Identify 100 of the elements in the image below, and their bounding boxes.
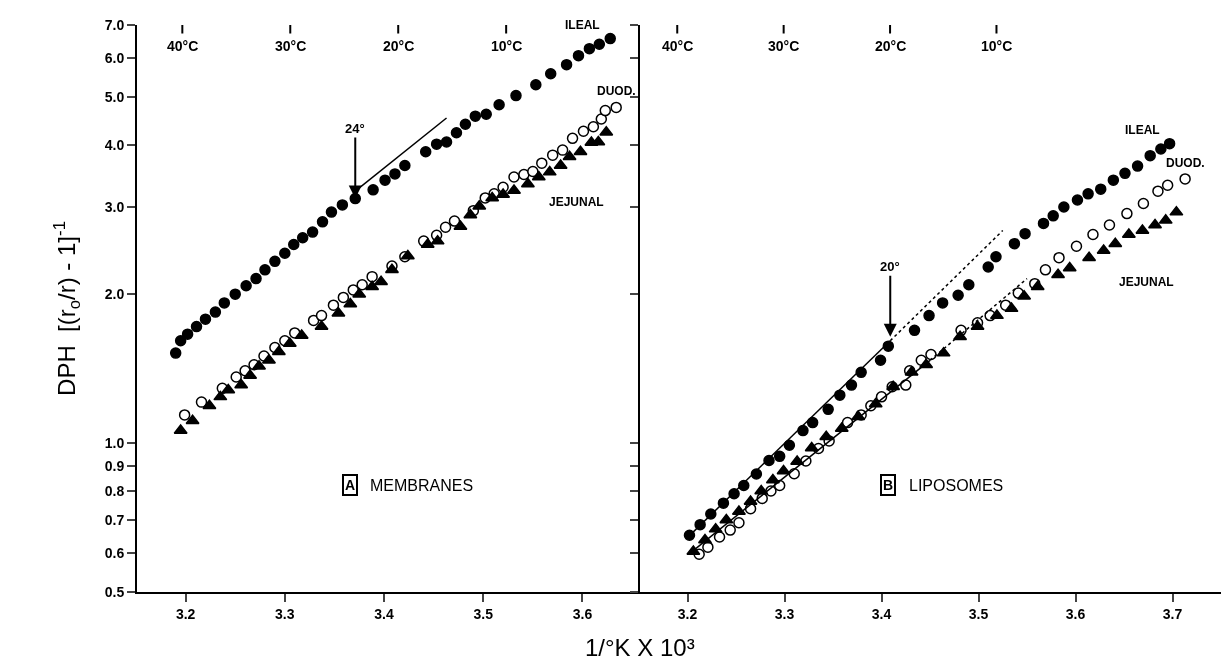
x-tick-label: 3.3 [275, 605, 295, 622]
point [453, 220, 468, 231]
point [399, 159, 411, 172]
point [315, 309, 328, 322]
point [367, 184, 379, 196]
x2-tick-label: 20°C [875, 38, 907, 54]
point [199, 313, 212, 325]
point [314, 320, 329, 331]
point [819, 430, 834, 441]
point [181, 328, 194, 340]
annotation: A [345, 477, 356, 493]
point [544, 67, 557, 80]
point [1070, 240, 1083, 252]
y-tick-label: 1.0 [104, 434, 125, 451]
x-tick-label: 3.2 [175, 605, 196, 622]
y-tick-label: 3.0 [104, 198, 125, 215]
annotation: LIPOSOMES [909, 477, 1004, 494]
point [542, 165, 557, 176]
point [963, 278, 975, 291]
y-tick-label: 0.7 [104, 511, 125, 528]
point [1103, 219, 1116, 231]
point [583, 42, 596, 55]
point [952, 289, 964, 301]
point [908, 324, 921, 337]
point [702, 541, 714, 553]
series-label: DUOD. [597, 84, 636, 98]
point [1008, 237, 1021, 250]
point [169, 347, 182, 359]
point [327, 299, 340, 311]
point [527, 165, 539, 178]
point [1071, 194, 1084, 206]
series-label: DUOD. [1166, 156, 1205, 170]
point [1121, 207, 1133, 220]
point [269, 255, 281, 268]
point [936, 297, 949, 309]
point [1163, 137, 1176, 150]
series-label: JEJUNAL [549, 195, 604, 209]
point [719, 513, 734, 524]
x2-tick-label: 30°C [768, 38, 800, 54]
point [279, 247, 291, 259]
point [1019, 227, 1031, 240]
point [459, 118, 472, 131]
point [1039, 264, 1052, 276]
point [1119, 167, 1131, 180]
point [174, 335, 187, 347]
point [209, 306, 222, 318]
point [1082, 188, 1094, 200]
annotation: MEMBRANES [370, 477, 474, 494]
y-tick-label: 0.5 [104, 583, 125, 600]
point [230, 371, 242, 383]
point [288, 238, 300, 251]
x2-tick-label: 20°C [383, 38, 415, 54]
point [531, 170, 546, 181]
point [229, 288, 241, 300]
point [572, 49, 585, 62]
x-tick-label: 3.2 [677, 605, 698, 622]
point [271, 345, 286, 356]
point [480, 108, 492, 121]
point [389, 168, 401, 180]
point [573, 145, 588, 156]
point [1096, 244, 1111, 255]
point [337, 291, 350, 304]
point [510, 89, 522, 102]
point [1169, 205, 1184, 216]
point [234, 378, 249, 389]
x-tick-label: 3.3 [774, 605, 795, 622]
point [783, 439, 796, 451]
point [754, 484, 769, 495]
point [536, 157, 548, 169]
point [1037, 217, 1050, 230]
point [202, 399, 217, 410]
point [440, 136, 453, 148]
point [1152, 185, 1164, 197]
point [343, 297, 358, 308]
point [366, 270, 378, 283]
x-tick-label: 3.6 [572, 605, 593, 622]
y-tick-label: 6.0 [104, 50, 125, 67]
point [213, 390, 228, 401]
point [1179, 173, 1191, 185]
point [556, 144, 569, 156]
point [307, 314, 320, 327]
point [336, 199, 349, 211]
point [1047, 210, 1059, 222]
point [1161, 179, 1174, 192]
y-tick-label: 7.0 [104, 16, 125, 33]
point [419, 146, 432, 158]
point [1107, 174, 1120, 186]
point [530, 79, 542, 91]
point [560, 58, 573, 71]
point [990, 251, 1002, 263]
point [982, 261, 994, 273]
point [593, 38, 606, 50]
point [439, 221, 452, 234]
point [1030, 280, 1045, 291]
series-label: JEJUNAL [1119, 275, 1174, 289]
y-tick-label: 0.9 [104, 457, 125, 474]
point [1062, 261, 1077, 272]
point [178, 409, 191, 421]
point [240, 279, 252, 292]
point [316, 216, 329, 228]
